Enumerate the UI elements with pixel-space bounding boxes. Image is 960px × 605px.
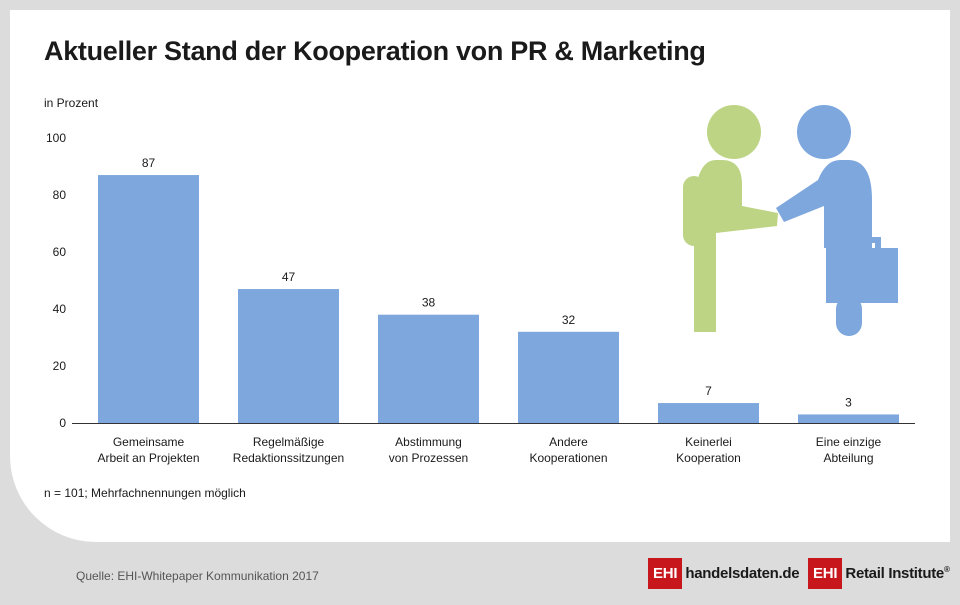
- category-label: Keinerlei: [685, 435, 732, 449]
- category-label: Abstimmung: [395, 435, 462, 449]
- ehi-logo-mark: EHI: [648, 558, 683, 589]
- y-tick-label: 40: [53, 302, 67, 316]
- blue-figure-head: [797, 105, 851, 159]
- source-note: Quelle: EHI-Whitepaper Kommunikation 201…: [76, 569, 319, 583]
- bar: [658, 403, 759, 423]
- y-tick-label: 100: [46, 131, 66, 145]
- bar: [238, 289, 339, 423]
- blue-figure-leg: [836, 296, 862, 336]
- category-label: Arbeit an Projekten: [97, 451, 199, 465]
- retail-institute-logo: EHI Retail Institute®: [808, 558, 950, 589]
- bar-value-label: 7: [705, 384, 712, 398]
- ehi-logo-mark: EHI: [808, 558, 843, 589]
- bar: [798, 414, 899, 423]
- category-label: Andere: [549, 435, 588, 449]
- bar: [98, 175, 199, 423]
- category-label: Regelmäßige: [253, 435, 325, 449]
- y-tick-label: 80: [53, 188, 67, 202]
- briefcase-handle: [843, 237, 881, 248]
- briefcase-icon: [826, 248, 898, 303]
- bar-value-label: 87: [142, 156, 156, 170]
- y-tick-label: 0: [59, 416, 66, 430]
- retail-institute-logo-text: Retail Institute®: [842, 565, 949, 582]
- bar-value-label: 47: [282, 270, 296, 284]
- category-label: Abteilung: [823, 451, 873, 465]
- bar: [518, 331, 619, 423]
- green-figure-back-arm: [683, 176, 705, 246]
- handelsdaten-logo: EHI handelsdaten.de: [648, 558, 800, 589]
- y-tick-label: 20: [53, 359, 67, 373]
- y-axis-unit-label: in Prozent: [44, 96, 99, 110]
- blue-figure-body: [776, 160, 872, 248]
- category-label: Eine einzige: [816, 435, 882, 449]
- bar-value-label: 32: [562, 313, 576, 327]
- bar-value-label: 38: [422, 296, 436, 310]
- category-label: von Prozessen: [389, 451, 468, 465]
- chart-footnote: n = 101; Mehrfachnennungen möglich: [44, 486, 246, 500]
- chart-title: Aktueller Stand der Kooperation von PR &…: [44, 36, 706, 66]
- handelsdaten-logo-text: handelsdaten.de: [685, 565, 800, 582]
- green-figure-body: [694, 160, 778, 332]
- category-label: Kooperation: [676, 451, 741, 465]
- green-figure-head: [707, 105, 761, 159]
- handshake-figures-icon: [683, 105, 898, 336]
- y-tick-label: 60: [53, 245, 67, 259]
- category-label: Redaktionssitzungen: [233, 451, 344, 465]
- registered-mark: ®: [943, 565, 950, 574]
- retail-institute-name: Retail Institute: [845, 565, 944, 582]
- category-label: Kooperationen: [529, 451, 607, 465]
- bar-value-label: 3: [845, 395, 852, 409]
- category-label: Gemeinsame: [113, 435, 185, 449]
- bar: [378, 314, 479, 423]
